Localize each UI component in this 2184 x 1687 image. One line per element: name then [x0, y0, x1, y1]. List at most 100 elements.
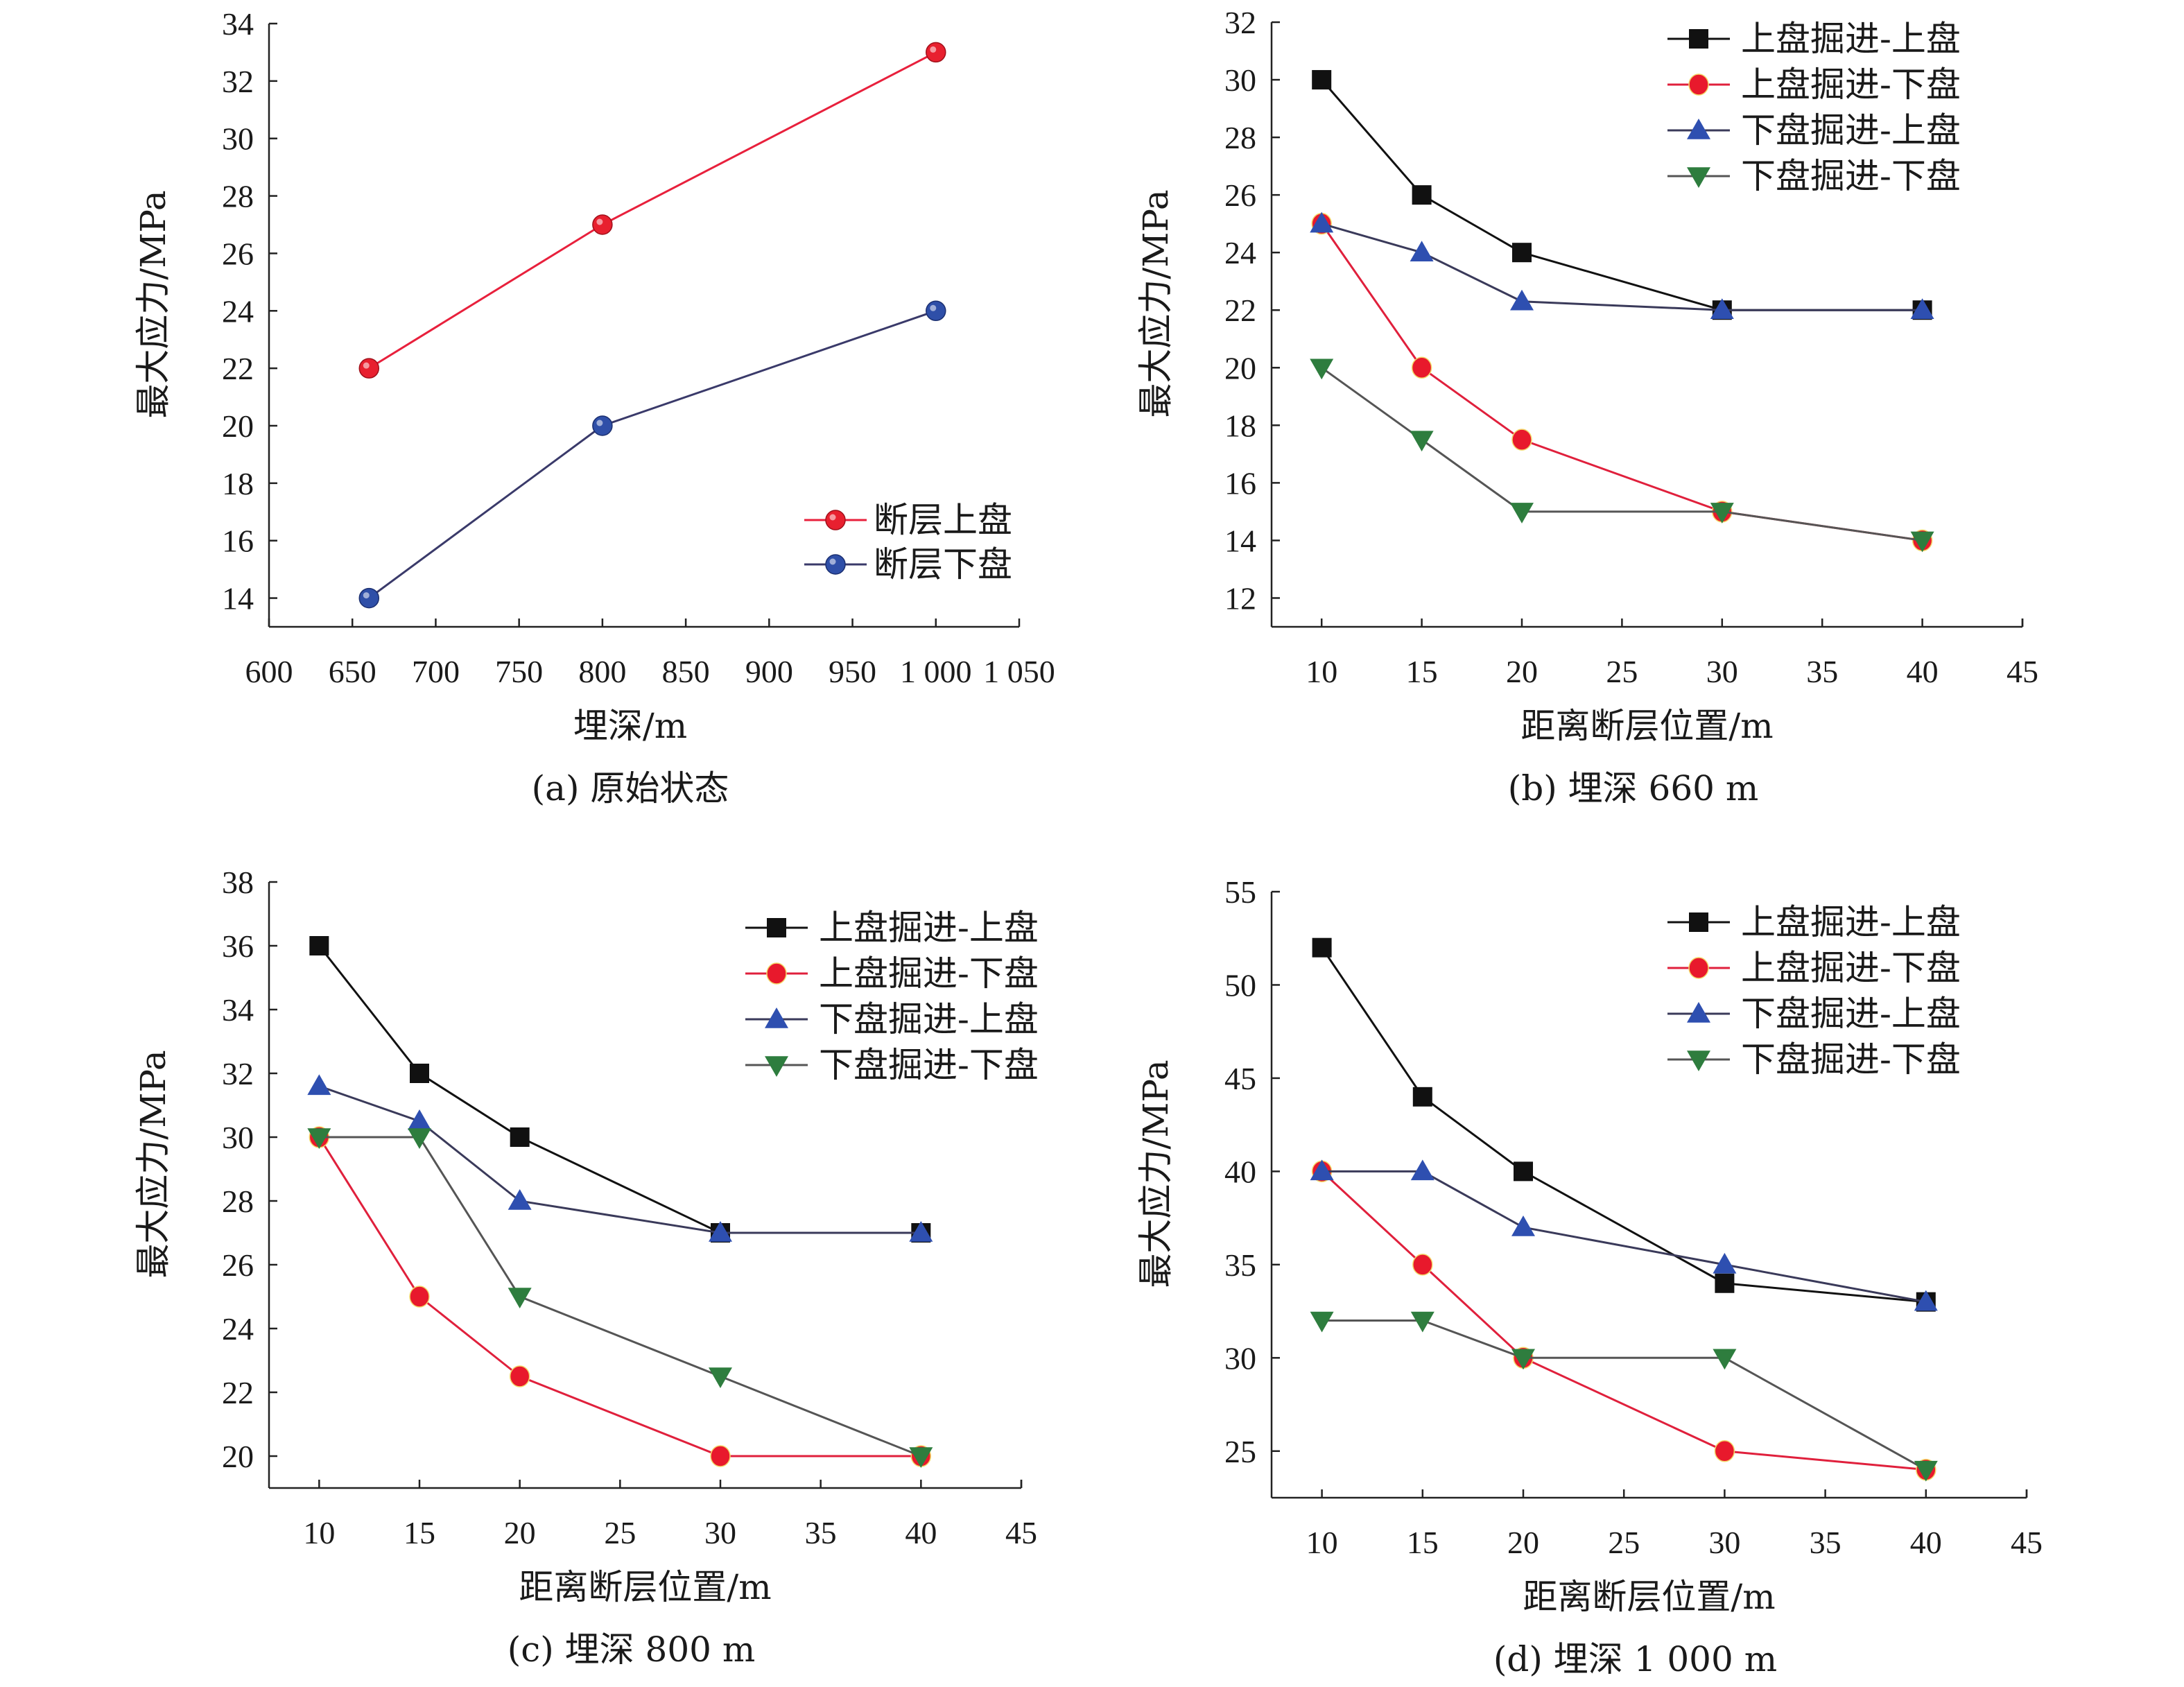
x-axis-title: 距离断层位置/m	[1520, 706, 1773, 746]
y-axis-title: 最大应力/MPa	[1136, 1059, 1176, 1288]
data-point-highlight	[596, 218, 603, 225]
y-tick-label: 22	[222, 351, 254, 386]
legend-item: 上盘掘进-上盘	[1667, 19, 1961, 59]
legend-item: 断层上盘	[804, 500, 1012, 540]
legend-item: 下盘掘进-上盘	[1667, 110, 1961, 150]
legend-item: 下盘掘进-下盘	[745, 1045, 1039, 1085]
y-tick-label: 32	[222, 64, 254, 99]
data-point	[709, 1221, 732, 1242]
x-tick-label: 35	[805, 1515, 837, 1550]
y-tick-label: 30	[1224, 62, 1256, 98]
data-point-highlight	[930, 46, 937, 53]
data-point	[1310, 358, 1334, 380]
x-tick-label: 700	[412, 654, 460, 689]
x-tick-label: 40	[1910, 1525, 1942, 1560]
legend-marker	[825, 554, 846, 575]
data-point	[592, 214, 613, 235]
panel-caption: (b) 埋深 660 m	[1508, 768, 1759, 808]
legend-label: 下盘掘进-下盘	[819, 1045, 1039, 1085]
x-tick-label: 10	[1306, 654, 1337, 689]
x-axis-title: 距离断层位置/m	[1523, 1577, 1775, 1617]
y-tick-label: 20	[222, 1439, 254, 1474]
chart-a: 14 16 18 20 22 24 26 28 30 32 34 600 650 700 750 800 850…	[133, 6, 1055, 808]
x-tick-label: 25	[1606, 654, 1638, 689]
series-0	[358, 42, 946, 379]
y-tick-label: 16	[222, 524, 254, 559]
legend-label: 上盘掘进-上盘	[1741, 19, 1961, 59]
data-point	[408, 1128, 431, 1149]
x-tick-label: 40	[1907, 654, 1939, 689]
x-axis-title: 埋深/m	[573, 706, 687, 746]
x-tick-label: 10	[303, 1515, 335, 1550]
legend-label: 下盘掘进-下盘	[1741, 1039, 1961, 1080]
y-tick-label: 35	[1224, 1247, 1256, 1283]
legend-marker	[1688, 957, 1709, 979]
data-point-highlight	[930, 304, 937, 311]
legend-marker	[1687, 167, 1710, 188]
data-point	[1514, 1161, 1533, 1182]
y-tick-label: 30	[222, 121, 254, 157]
data-point	[1312, 937, 1332, 958]
legend-label: 上盘掘进-下盘	[1741, 64, 1961, 105]
series-line	[1321, 367, 1923, 542]
series-line	[1321, 1170, 1927, 1304]
data-point	[1412, 1087, 1432, 1107]
data-point	[1714, 1440, 1735, 1462]
y-tick-label: 30	[1224, 1340, 1256, 1376]
y-tick-label: 55	[1224, 874, 1256, 910]
chart-d: 25 30 35 40 45 50 55 10 15 20 25 30 35 40 45 距离断层位置/m 最大…	[1136, 874, 2043, 1679]
series-line	[368, 51, 937, 370]
x-tick-label: 1 000	[900, 654, 972, 689]
x-tick-label: 25	[1608, 1525, 1640, 1560]
y-axis-title: 最大应力/MPa	[133, 1050, 173, 1278]
data-point-highlight	[363, 362, 370, 369]
x-tick-label: 1 050	[983, 654, 1055, 689]
y-tick-label: 32	[222, 1056, 254, 1091]
data-point	[408, 1109, 431, 1130]
legend-marker	[766, 962, 787, 985]
y-tick-label: 26	[1224, 178, 1256, 213]
legend-marker	[767, 918, 786, 937]
series-1	[358, 300, 946, 609]
x-tick-label: 30	[1708, 1525, 1740, 1560]
legend-item: 上盘掘进-下盘	[745, 953, 1039, 994]
legend-label: 上盘掘进-下盘	[819, 953, 1039, 994]
data-point	[1910, 531, 1934, 553]
data-point-highlight	[596, 419, 603, 426]
legend-label: 上盘掘进-下盘	[1741, 948, 1961, 988]
series-3	[307, 1128, 933, 1468]
legend-marker	[1687, 119, 1710, 139]
y-tick-label: 26	[222, 1247, 254, 1283]
x-tick-label: 750	[495, 654, 543, 689]
data-point	[1511, 1349, 1535, 1370]
data-point	[1512, 243, 1532, 263]
y-tick-label: 22	[1224, 293, 1256, 328]
y-tick-label: 26	[222, 236, 254, 271]
series-line	[318, 1084, 921, 1234]
data-point	[909, 1221, 933, 1242]
data-point	[1511, 1215, 1535, 1236]
data-point	[1710, 298, 1734, 319]
data-point	[1715, 1273, 1735, 1293]
data-point	[1914, 1460, 1938, 1482]
y-tick-label: 25	[1224, 1434, 1256, 1469]
legend-marker	[1689, 912, 1708, 932]
legend-item: 下盘掘进-上盘	[1667, 994, 1961, 1034]
x-tick-label: 900	[745, 654, 793, 689]
legend-item: 上盘掘进-下盘	[1667, 64, 1961, 105]
legend-marker	[1687, 1002, 1710, 1023]
data-point	[1410, 1159, 1435, 1181]
x-tick-label: 20	[1507, 1525, 1539, 1560]
y-axis-title: 最大应力/MPa	[1136, 189, 1176, 417]
x-tick-label: 30	[1706, 654, 1738, 689]
legend-item: 上盘掘进-下盘	[1667, 948, 1961, 988]
series-3	[1310, 358, 1934, 553]
legend-item: 下盘掘进-下盘	[1667, 1039, 1961, 1080]
legend-item: 上盘掘进-上盘	[745, 908, 1039, 948]
data-point	[510, 1127, 530, 1147]
y-tick-label: 34	[222, 992, 254, 1028]
y-tick-label: 34	[222, 6, 254, 42]
y-tick-label: 24	[222, 1311, 254, 1347]
